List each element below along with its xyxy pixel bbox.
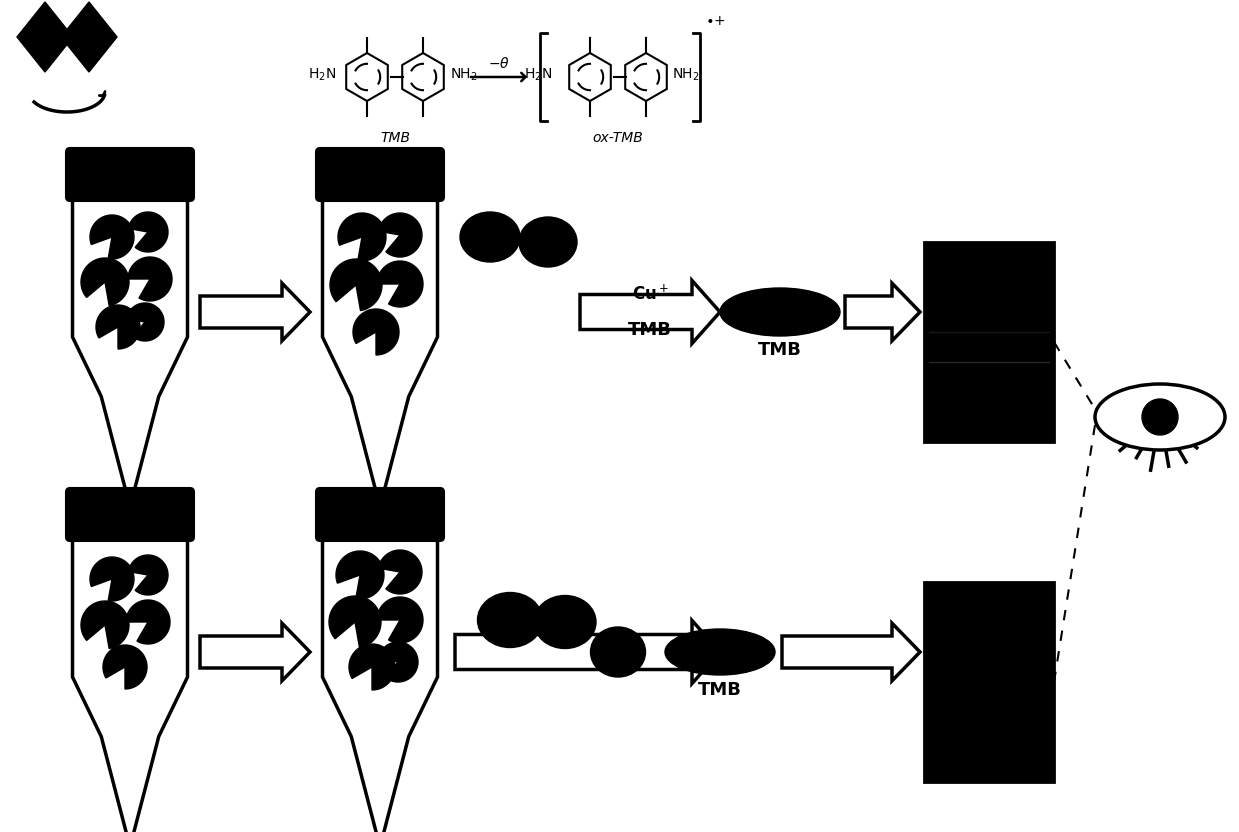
Text: TMB: TMB — [698, 681, 742, 699]
Text: NH$_2$: NH$_2$ — [672, 67, 700, 83]
Polygon shape — [338, 213, 387, 261]
Polygon shape — [782, 623, 921, 681]
Polygon shape — [90, 557, 134, 601]
Polygon shape — [378, 642, 418, 682]
Ellipse shape — [1142, 399, 1178, 435]
Polygon shape — [90, 215, 134, 259]
FancyBboxPatch shape — [66, 148, 195, 201]
Polygon shape — [322, 197, 437, 507]
Polygon shape — [126, 600, 170, 644]
Polygon shape — [378, 550, 422, 594]
Text: TMB: TMB — [628, 321, 672, 339]
Polygon shape — [81, 601, 129, 649]
Polygon shape — [845, 283, 921, 341]
Polygon shape — [73, 197, 187, 507]
Polygon shape — [129, 555, 169, 595]
Polygon shape — [330, 596, 382, 647]
Polygon shape — [353, 309, 399, 355]
Polygon shape — [129, 212, 169, 252]
Ellipse shape — [665, 629, 776, 675]
Polygon shape — [330, 259, 382, 310]
Polygon shape — [126, 303, 164, 341]
Polygon shape — [377, 261, 422, 307]
Bar — [924, 582, 1054, 782]
Text: $\bullet$+: $\bullet$+ — [705, 14, 726, 28]
Polygon shape — [103, 645, 147, 689]
Polygon shape — [336, 551, 384, 599]
Polygon shape — [199, 283, 310, 341]
Text: Cu$^+$: Cu$^+$ — [632, 285, 669, 304]
Polygon shape — [95, 305, 140, 349]
Ellipse shape — [534, 596, 596, 648]
Polygon shape — [455, 621, 720, 684]
Ellipse shape — [460, 212, 520, 262]
Ellipse shape — [477, 592, 543, 647]
Text: H$_2$N: H$_2$N — [307, 67, 336, 83]
FancyBboxPatch shape — [66, 488, 195, 541]
Text: $-\theta$: $-\theta$ — [488, 56, 510, 71]
Bar — [924, 242, 1054, 442]
Polygon shape — [73, 537, 187, 832]
Ellipse shape — [591, 627, 646, 677]
Polygon shape — [322, 537, 437, 832]
FancyBboxPatch shape — [316, 488, 444, 541]
FancyBboxPatch shape — [316, 148, 444, 201]
Polygon shape — [349, 644, 395, 690]
Text: H$_2$N: H$_2$N — [524, 67, 553, 83]
Polygon shape — [81, 258, 129, 305]
Ellipse shape — [720, 288, 840, 336]
Ellipse shape — [1095, 384, 1225, 450]
Text: ox-TMB: ox-TMB — [592, 131, 643, 145]
Polygon shape — [378, 213, 422, 257]
Polygon shape — [377, 597, 422, 643]
Text: P: P — [152, 307, 161, 320]
Text: NH$_2$: NH$_2$ — [450, 67, 478, 83]
Polygon shape — [61, 2, 116, 72]
Text: TMB: TMB — [380, 131, 410, 145]
Text: TMB: TMB — [758, 341, 802, 359]
Polygon shape — [580, 280, 720, 344]
Ellipse shape — [519, 217, 577, 267]
Polygon shape — [17, 2, 73, 72]
Polygon shape — [128, 257, 172, 301]
Polygon shape — [199, 623, 310, 681]
